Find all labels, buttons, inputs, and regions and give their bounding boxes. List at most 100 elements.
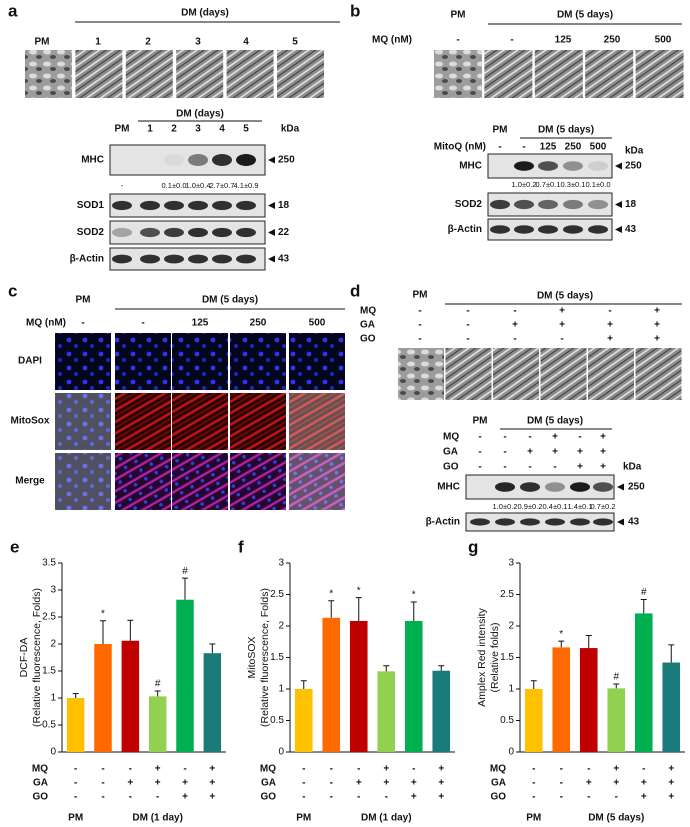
- blot-band: [495, 518, 515, 526]
- micrograph: [289, 453, 345, 510]
- bar: [607, 688, 626, 752]
- condition-value: -: [183, 764, 186, 775]
- condition-value: +: [512, 320, 518, 331]
- condition-value: -: [302, 778, 305, 789]
- condition-value: +: [600, 462, 606, 473]
- condition-value: -: [302, 764, 305, 775]
- condition-value: -: [101, 778, 104, 789]
- blot-row-label: MHC: [459, 161, 482, 172]
- condition-value: +: [607, 320, 613, 331]
- lane-label: 5: [292, 37, 298, 48]
- panel-letter: d: [350, 281, 360, 300]
- condition-name: GO: [260, 792, 276, 803]
- dose-value: 500: [590, 142, 607, 153]
- quant-label: 0.1±0.0: [162, 181, 187, 190]
- blot-band: [514, 225, 534, 234]
- y-axis-title-line: (Relative fluorescence, Folds): [31, 588, 43, 727]
- blot-band: [112, 227, 132, 238]
- y-tick-label: 2.5: [270, 589, 284, 600]
- condition-value: +: [182, 792, 188, 803]
- y-tick-label: 2: [508, 621, 514, 632]
- condition-value: +: [641, 792, 647, 803]
- condition-value: +: [438, 778, 444, 789]
- condition-value: +: [127, 778, 133, 789]
- y-tick-label: 2.5: [42, 612, 56, 623]
- dose-value: 125: [192, 318, 209, 329]
- micrograph: [125, 50, 173, 98]
- condition-value: -: [532, 764, 535, 775]
- bar: [662, 662, 681, 752]
- label: PM: [493, 125, 508, 136]
- condition-value: +: [411, 778, 417, 789]
- group-label: DM (5 days): [588, 813, 644, 824]
- condition-value: +: [613, 778, 619, 789]
- size-label: 43: [625, 224, 637, 235]
- y-axis-title: DCF-DA (Relative fluorescence, Folds): [18, 588, 43, 727]
- micrograph: [585, 50, 634, 98]
- y-axis-title-line: DCF-DA: [18, 638, 30, 678]
- condition-value: +: [577, 447, 583, 458]
- condition-value: +: [552, 447, 558, 458]
- condition-value: -: [101, 764, 104, 775]
- error-bar: [209, 643, 216, 654]
- blot-band: [545, 518, 565, 526]
- blot-band: [140, 227, 160, 238]
- condition-name: GA: [261, 778, 276, 789]
- blot-strip: [109, 247, 266, 271]
- quant-label: 0.9±0.2: [518, 502, 543, 511]
- y-tick-label: 1.5: [42, 666, 56, 677]
- condition-value: +: [182, 778, 188, 789]
- row-label: DAPI: [18, 356, 42, 367]
- condition-value: +: [654, 320, 660, 331]
- micrograph: [635, 348, 682, 400]
- error-bar: [383, 665, 390, 672]
- micrograph: [289, 333, 345, 390]
- size-arrow: [268, 202, 275, 209]
- significance-marker: #: [641, 587, 647, 598]
- y-axis-title: MitoSOX (Relative fluorescence, Folds): [246, 588, 271, 727]
- blot-row-label: β-Actin: [70, 254, 104, 265]
- significance-marker: *: [357, 585, 361, 596]
- condition-value: -: [560, 334, 563, 345]
- blot-band: [212, 200, 232, 211]
- condition-value: -: [418, 306, 421, 317]
- quant-label: 4.1±0.9: [234, 181, 259, 190]
- condition-name: MQ: [360, 306, 376, 317]
- condition-name: GO: [360, 334, 376, 345]
- size-label: 18: [278, 200, 290, 211]
- condition-value: +: [209, 792, 215, 803]
- y-tick-label: 0.5: [500, 715, 514, 726]
- condition-value: +: [668, 764, 674, 775]
- dose-label: MQ (nM): [26, 318, 66, 329]
- size-arrow: [615, 162, 622, 170]
- unit-label: kDa: [625, 146, 644, 157]
- y-tick-label: 1.5: [270, 652, 284, 663]
- lane-label: 1: [147, 124, 153, 135]
- blot-band: [470, 518, 490, 526]
- condition-value: +: [607, 334, 613, 345]
- error-bar: [300, 680, 307, 689]
- condition-value: -: [357, 792, 360, 803]
- quant-label: 2.7±0.7: [210, 181, 235, 190]
- blot-band: [520, 518, 540, 526]
- micrograph: [635, 50, 684, 98]
- condition-value: -: [532, 778, 535, 789]
- y-tick-label: 2: [278, 621, 284, 632]
- significance-marker: *: [412, 590, 416, 601]
- condition-value: -: [478, 462, 481, 473]
- blot-band: [570, 518, 590, 526]
- condition-value: +: [613, 764, 619, 775]
- micrograph: [230, 453, 286, 510]
- label: PM: [473, 416, 488, 427]
- blot-band: [188, 154, 208, 166]
- error-bar: [72, 693, 79, 698]
- y-axis-title: Amplex Red intensity (Relative folds): [476, 607, 501, 706]
- micrograph: [445, 348, 492, 400]
- condition-value: -: [553, 462, 556, 473]
- blot-band: [112, 254, 132, 264]
- bar: [579, 648, 598, 752]
- micrograph: [55, 393, 111, 450]
- bar: [432, 670, 451, 752]
- blot-band: [236, 227, 256, 238]
- condition-value: +: [383, 778, 389, 789]
